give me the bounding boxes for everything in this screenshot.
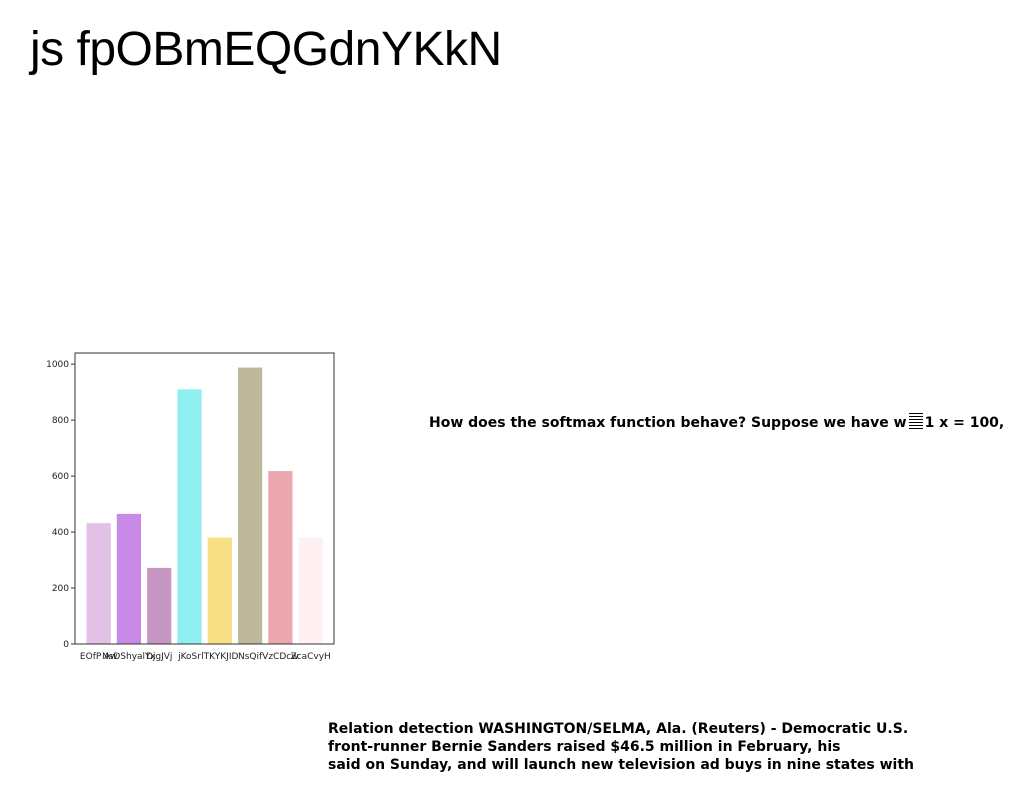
chart-bar (268, 471, 293, 644)
x-tick-label: NsQif (238, 652, 263, 662)
chart-bar (86, 523, 111, 644)
x-tick-label: jKoSr (177, 652, 201, 662)
chart-bar (237, 367, 263, 644)
question-text-after: 1 x = 100, (924, 415, 1005, 431)
bar-chart: EOfP Aw NsDShyalYx DjgJVj jKoSr lTKYKJID NsQi… (40, 345, 340, 675)
x-tick-label: ZcaCvyH (290, 652, 330, 662)
x-tick-label: DjgJVj (146, 652, 172, 662)
page-title: js fpOBmEQGdnYKkN (30, 23, 502, 76)
question-text-before: How does the softmax function behave? Su… (429, 415, 907, 431)
question-text: How does the softmax function behave? Su… (429, 413, 1004, 433)
equals-glyph-icon (908, 413, 923, 431)
x-tick-label: EOfP Aw (80, 652, 117, 662)
y-tick-label: 0 (63, 640, 69, 650)
x-tick-label: VzCDcw (262, 652, 298, 662)
news-line: Relation detection WASHINGTON/SELMA, Ala… (328, 721, 909, 737)
news-paragraph: Relation detection WASHINGTON/SELMA, Ala… (328, 720, 914, 774)
y-tick-label: 200 (52, 584, 69, 594)
y-tick-label: 1000 (46, 360, 69, 370)
y-tick-label: 800 (52, 416, 69, 426)
chart-bar (177, 389, 202, 645)
plot-frame (74, 352, 335, 645)
x-tick-label: NsDShyalYx (102, 652, 157, 662)
news-line: front-runner Bernie Sanders raised $46.5… (328, 739, 841, 755)
chart-bar (116, 513, 142, 644)
x-tick-label: lTKYKJID (201, 652, 238, 662)
y-tick-label: 400 (52, 528, 69, 538)
chart-bar (207, 537, 232, 644)
chart-bar (298, 537, 323, 644)
chart-bar (147, 567, 172, 644)
news-line: said on Sunday, and will launch new tele… (328, 757, 914, 773)
y-tick-label: 600 (52, 472, 69, 482)
